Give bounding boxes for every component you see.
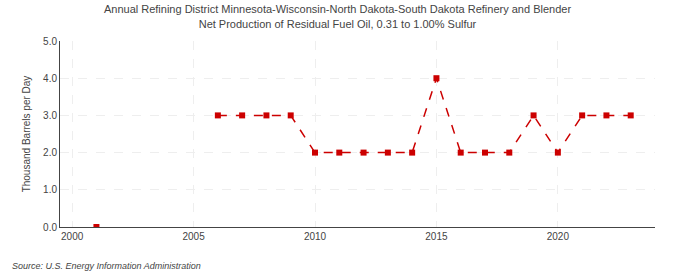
svg-text:2000: 2000 [61, 231, 84, 242]
svg-text:2005: 2005 [182, 231, 205, 242]
svg-text:0.0: 0.0 [43, 222, 57, 233]
svg-text:2010: 2010 [304, 231, 327, 242]
svg-text:2015: 2015 [425, 231, 448, 242]
svg-text:2.0: 2.0 [43, 147, 57, 158]
svg-text:5.0: 5.0 [43, 36, 57, 47]
svg-text:4.0: 4.0 [43, 73, 57, 84]
svg-text:Annual Refining District Minne: Annual Refining District Minnesota-Wisco… [104, 3, 571, 29]
svg-text:Source: U.S. Energy Informatio: Source: U.S. Energy Information Administ… [12, 261, 201, 271]
svg-text:3.0: 3.0 [43, 110, 57, 121]
svg-text:1.0: 1.0 [43, 184, 57, 195]
svg-text:Thousand Barrels per Day: Thousand Barrels per Day [21, 76, 32, 193]
svg-text:2020: 2020 [547, 231, 570, 242]
